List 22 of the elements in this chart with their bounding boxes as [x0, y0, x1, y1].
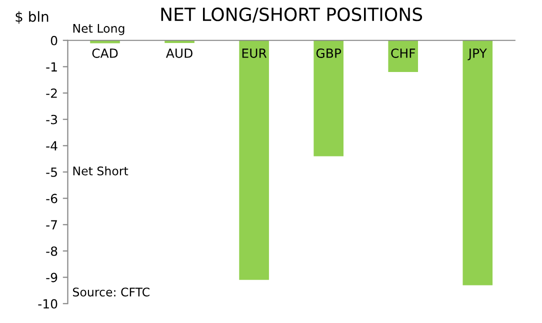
- y-tick-label: -7: [46, 220, 57, 230]
- annotation: Source: CFTC: [73, 288, 150, 297]
- x-tick-label: AUD: [166, 48, 192, 58]
- y-axis-title: $ bln: [16, 11, 48, 24]
- y-tick-label: -1: [46, 62, 57, 72]
- x-tick-label: EUR: [242, 48, 267, 58]
- x-tick-label: JPY: [468, 48, 487, 60]
- text: Net Long: [73, 24, 124, 36]
- y-tick-label: -8: [46, 246, 58, 256]
- y-tick-label: 0: [50, 36, 58, 46]
- chart-title: NET LONG/SHORT POSITIONS: [161, 8, 422, 23]
- annotation: Net Short: [73, 166, 128, 176]
- y-tick-label: -2: [46, 88, 57, 98]
- x-tick-label: CHF: [391, 48, 416, 58]
- y-tick-label: -4: [46, 141, 58, 150]
- y-tick-label: -9: [46, 272, 58, 282]
- y-tick-label: -10: [38, 299, 58, 309]
- y-tick-label: -3: [46, 114, 58, 124]
- x-tick-label: GBP: [316, 48, 342, 58]
- x-tick-label: CAD: [92, 48, 118, 58]
- y-tick-label: -6: [46, 194, 58, 204]
- y-tick-label: -5: [46, 168, 57, 177]
